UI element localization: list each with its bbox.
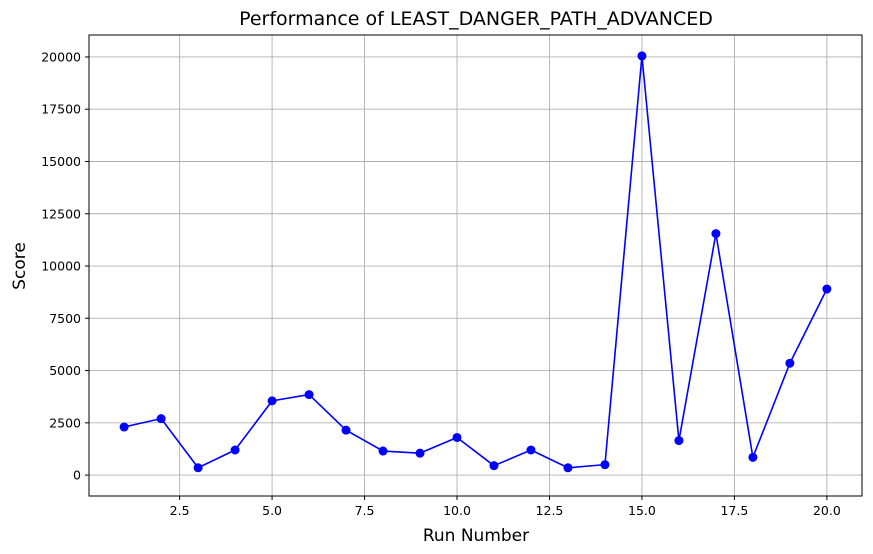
y-axis-label: Score [10, 242, 30, 290]
x-axis: 2.5 5.0 7.5 10.0 12.5 15.0 17.5 20.0 [170, 496, 841, 518]
data-point [119, 422, 129, 432]
y-tick-label: 7500 [49, 311, 81, 326]
x-tick-label: 20.0 [813, 503, 841, 518]
y-tick-label: 17500 [41, 102, 81, 117]
y-tick-label: 12500 [41, 206, 81, 221]
data-point [415, 448, 425, 458]
data-point [156, 414, 166, 424]
data-point [341, 425, 351, 435]
data-point [711, 229, 721, 239]
plot-frame [88, 34, 863, 497]
data-point [267, 396, 277, 406]
x-tick-label: 17.5 [720, 503, 748, 518]
x-tick-label: 12.5 [536, 503, 564, 518]
data-point [230, 445, 240, 455]
series-layer [119, 51, 832, 473]
x-axis-label: Run Number [423, 526, 529, 546]
x-tick-label: 10.0 [443, 503, 471, 518]
data-point [600, 460, 610, 470]
data-point [822, 284, 832, 294]
y-tick-label: 0 [73, 468, 81, 483]
y-tick-label: 5000 [49, 363, 81, 378]
y-tick-label: 20000 [41, 49, 81, 64]
chart-title: Performance of LEAST_DANGER_PATH_ADVANCE… [239, 8, 713, 30]
data-point [637, 51, 647, 61]
x-tick-label: 15.0 [628, 503, 656, 518]
data-point [563, 463, 573, 473]
data-point [489, 461, 499, 471]
data-point [378, 446, 388, 456]
y-axis: 0 2500 5000 7500 10000 12500 15000 17500 20000 [41, 49, 89, 483]
y-tick-label: 15000 [41, 154, 81, 169]
data-point [304, 390, 314, 400]
data-point [748, 452, 758, 462]
data-point [785, 358, 795, 368]
series-line [123, 55, 828, 469]
y-tick-label: 10000 [41, 259, 81, 274]
data-point [193, 463, 203, 473]
data-point [674, 436, 684, 446]
data-point [526, 445, 536, 455]
x-tick-label: 5.0 [262, 503, 282, 518]
x-tick-label: 2.5 [170, 503, 190, 518]
y-tick-label: 2500 [49, 415, 81, 430]
data-point [452, 432, 462, 442]
x-tick-label: 7.5 [355, 503, 375, 518]
grid [89, 35, 862, 496]
